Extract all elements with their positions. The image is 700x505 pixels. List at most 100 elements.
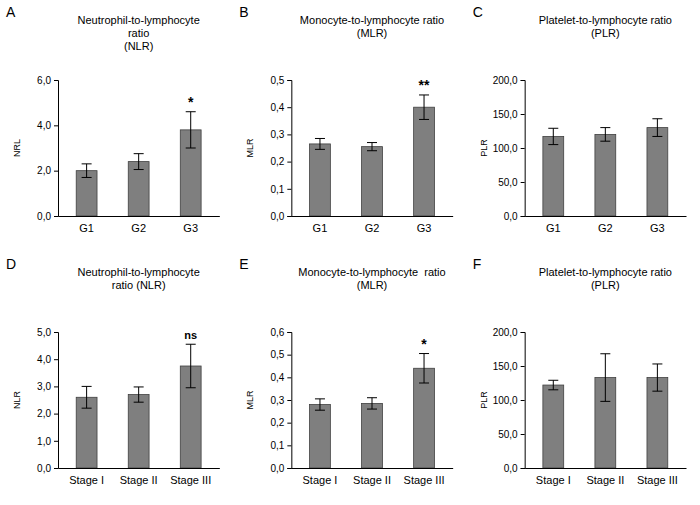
y-tick-label: 0,3 <box>270 129 284 140</box>
y-tick-label: 0,4 <box>270 102 284 113</box>
title: ratio (NLR) <box>112 279 166 291</box>
y-tick: 0,2 <box>270 156 291 167</box>
x-tick: G1 <box>546 216 561 234</box>
x-tick: Stage I <box>536 468 571 486</box>
panel-label: A <box>6 4 16 20</box>
x-tick: Stage II <box>353 468 391 486</box>
error-bar-cap <box>82 177 92 178</box>
error-bar <box>82 164 92 178</box>
panel: ANeutrophil-to-lymphocyteratio(NLR)0,02,… <box>6 4 220 234</box>
x-tick: G2 <box>365 216 380 234</box>
title: Neutrophil-to-lymphocyte <box>78 266 200 278</box>
y-tick-mark <box>521 468 525 469</box>
error-bar-cap <box>548 128 558 129</box>
panel: EMonocyte-to-lymphocyte ratio(MLR)0,00,1… <box>239 256 453 486</box>
error-bar-cap <box>82 386 92 387</box>
y-tick-label: 3,0 <box>37 381 51 392</box>
bar <box>128 162 149 216</box>
panel: FPlatelet-to-lymphocyte ratio(PLR)0,050,… <box>473 256 687 486</box>
title: (MLR) <box>357 27 388 39</box>
y-tick-label: 50,0 <box>498 429 518 440</box>
y-tick-mark <box>54 441 58 442</box>
error-bar-cap <box>652 118 662 119</box>
x-tick: G3 <box>183 216 198 234</box>
error-bar-stem <box>86 386 87 408</box>
x-tick-label: G1 <box>313 222 328 234</box>
error-bar-cap <box>186 387 196 388</box>
y-tick-mark <box>287 216 291 217</box>
error-bar-stem <box>190 112 191 148</box>
panel-label: F <box>473 256 482 272</box>
y-tick-mark <box>54 386 58 387</box>
y-axis-title: PLR <box>479 139 489 157</box>
bar <box>414 368 435 468</box>
panel-label: B <box>239 4 248 20</box>
y-tick-label: 5,0 <box>37 327 51 338</box>
error-bar-cap <box>600 127 610 128</box>
y-axis-title: PLR <box>479 391 489 409</box>
y-tick-label: 4,0 <box>37 120 51 131</box>
bar <box>76 397 97 468</box>
error-bar-stem <box>424 354 425 383</box>
y-axis: 0,00,10,20,30,40,50,6 <box>270 327 291 474</box>
y-tick: 0,0 <box>37 211 58 222</box>
title: Neutrophil-to-lymphocyte <box>78 14 200 26</box>
y-axis-title: MLR <box>245 390 255 410</box>
error-bar <box>367 398 377 409</box>
y-axis-title: MLR <box>245 138 255 158</box>
y-tick-label: 100,0 <box>493 395 518 406</box>
title: Monocyte-to-lymphocyte ratio <box>300 14 444 26</box>
y-tick-mark <box>287 332 291 333</box>
y-tick: 5,0 <box>37 327 58 338</box>
x-tick-label: Stage III <box>637 474 678 486</box>
y-tick-label: 0,5 <box>270 75 284 86</box>
y-tick: 0,1 <box>270 184 291 195</box>
y-tick-mark <box>521 434 525 435</box>
x-tick-label: G3 <box>183 222 198 234</box>
y-tick-label: 1,0 <box>37 436 51 447</box>
x-axis: Stage I Stage II Stage III <box>525 468 686 486</box>
y-tick-label: 0,0 <box>37 211 51 222</box>
error-bar <box>548 128 558 144</box>
x-axis: Stage IStage IIStage III <box>292 468 453 486</box>
error-bar-cap <box>134 402 144 403</box>
annotation: ** <box>419 77 430 93</box>
x-axis-line <box>59 216 220 217</box>
x-axis: G1 G2 G3 <box>59 216 220 234</box>
error-bar <box>315 399 325 410</box>
y-tick-mark <box>287 355 291 356</box>
error-bar-stem <box>372 398 373 409</box>
error-bar-cap <box>367 409 377 410</box>
y-axis-line <box>54 81 59 217</box>
x-tick-label: Stage II <box>353 474 391 486</box>
y-tick-label: 0,0 <box>270 211 284 222</box>
y-tick-label: 0,0 <box>270 463 284 474</box>
error-bar-cap <box>548 144 558 145</box>
error-bar <box>548 380 558 390</box>
y-tick: 2,0 <box>37 165 58 176</box>
error-bar-cap <box>367 142 377 143</box>
y-tick-mark <box>287 107 291 108</box>
y-axis: 0,0 0,1 0,2 0,3 0,4 0,5 <box>270 75 291 222</box>
x-tick-label: Stage II <box>586 474 624 486</box>
x-tick-label: Stage I <box>69 474 104 486</box>
x-tick-label: G1 <box>79 222 94 234</box>
panel-label: D <box>6 256 16 272</box>
error-bar-cap <box>186 344 196 345</box>
x-tick: G2 <box>131 216 146 234</box>
y-axis-title: NRL <box>12 139 22 157</box>
x-tick: Stage III <box>170 468 211 486</box>
y-tick: 50,0 <box>498 177 524 188</box>
y-tick: 0,4 <box>270 372 291 383</box>
y-tick: 0,0 <box>504 211 525 222</box>
y-tick: 200,0 <box>493 75 525 86</box>
x-tick: G3 <box>650 216 665 234</box>
y-axis: 0,01,02,03,04,05,0 <box>37 327 58 474</box>
y-tick: 3,0 <box>37 381 58 392</box>
y-tick-mark <box>287 377 291 378</box>
bar <box>647 378 668 468</box>
error-bar-cap <box>600 401 610 402</box>
x-axis-line <box>525 468 686 469</box>
y-tick-mark <box>521 366 525 367</box>
x-tick-label: G2 <box>598 222 613 234</box>
